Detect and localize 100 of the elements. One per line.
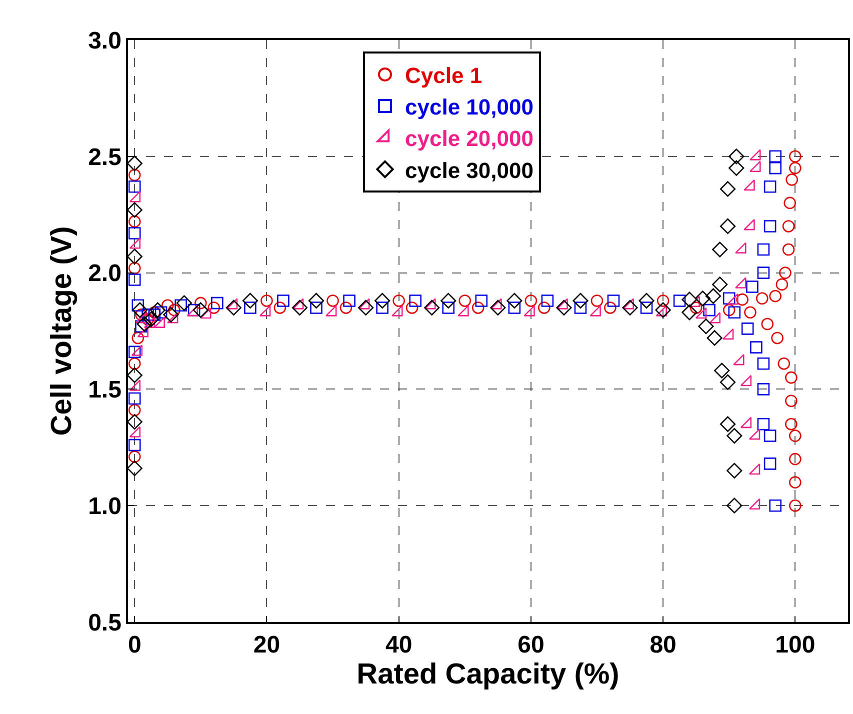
point (782, 243, 795, 256)
point (128, 392, 141, 405)
x-tick-label: 60 (518, 632, 544, 659)
point (782, 220, 795, 232)
point (776, 278, 788, 291)
point (764, 430, 776, 442)
point (358, 300, 374, 316)
point (308, 292, 324, 309)
point (458, 294, 472, 307)
point (789, 150, 802, 163)
point (161, 299, 174, 312)
point (242, 292, 258, 309)
x-tick-label: 40 (385, 632, 412, 659)
point (128, 262, 141, 274)
legend-label: cycle 30,000 (405, 158, 534, 183)
point (604, 302, 616, 314)
point (128, 215, 141, 228)
point (506, 292, 522, 309)
y-tick-label: 3.0 (88, 27, 122, 54)
point (789, 499, 802, 512)
point (541, 294, 554, 307)
point (786, 174, 798, 186)
point (128, 274, 141, 286)
point (132, 302, 148, 318)
point (726, 498, 742, 514)
point (176, 295, 192, 311)
point (376, 302, 388, 314)
point (440, 292, 456, 309)
point (128, 438, 141, 452)
point (424, 300, 440, 316)
point (757, 266, 770, 279)
point (789, 476, 802, 488)
point (682, 304, 698, 320)
point (126, 156, 142, 172)
point (712, 276, 728, 292)
point (126, 414, 142, 430)
point (655, 302, 671, 318)
point (343, 294, 356, 307)
point (726, 428, 742, 444)
point (126, 248, 142, 264)
point (128, 227, 141, 240)
point (771, 332, 784, 344)
point (789, 430, 802, 442)
y-tick-label: 0.5 (88, 609, 122, 636)
point (769, 290, 782, 302)
point (244, 302, 256, 314)
point (789, 162, 802, 174)
point (673, 294, 686, 307)
point (728, 306, 741, 319)
point (785, 418, 798, 430)
point (128, 450, 141, 463)
point (326, 294, 339, 307)
point (682, 292, 698, 308)
point (736, 293, 748, 306)
point (126, 460, 142, 476)
point (126, 202, 142, 218)
point (226, 300, 242, 316)
point (757, 243, 770, 256)
point (722, 292, 736, 305)
point (741, 322, 754, 335)
point (475, 294, 488, 307)
point (472, 302, 484, 314)
point (764, 180, 776, 193)
point (656, 294, 670, 307)
point (690, 302, 702, 314)
point (490, 300, 506, 316)
point (143, 312, 159, 328)
point (761, 318, 774, 330)
point (136, 316, 152, 332)
x-tick-label: 0 (128, 632, 142, 659)
point (194, 296, 207, 310)
point (442, 302, 455, 314)
point (192, 302, 208, 318)
point (756, 292, 768, 305)
point (572, 292, 588, 309)
point (757, 418, 770, 430)
y-tick-label: 2.0 (88, 260, 122, 288)
point (785, 371, 798, 384)
point (722, 304, 736, 316)
point (508, 302, 521, 314)
point (720, 416, 736, 432)
point (409, 294, 422, 307)
point (211, 296, 224, 310)
point (574, 302, 587, 314)
point (640, 302, 653, 314)
point (764, 458, 776, 470)
point (744, 306, 756, 319)
point (590, 294, 604, 307)
point (406, 302, 418, 314)
point (720, 374, 736, 390)
point (128, 404, 141, 416)
point (374, 292, 390, 309)
point (757, 383, 770, 396)
point (274, 302, 286, 314)
point (128, 346, 141, 358)
point (757, 357, 770, 370)
y-tick-label: 1.5 (88, 376, 122, 404)
point (128, 180, 141, 193)
point (208, 302, 220, 314)
legend-label: cycle 20,000 (405, 126, 534, 152)
